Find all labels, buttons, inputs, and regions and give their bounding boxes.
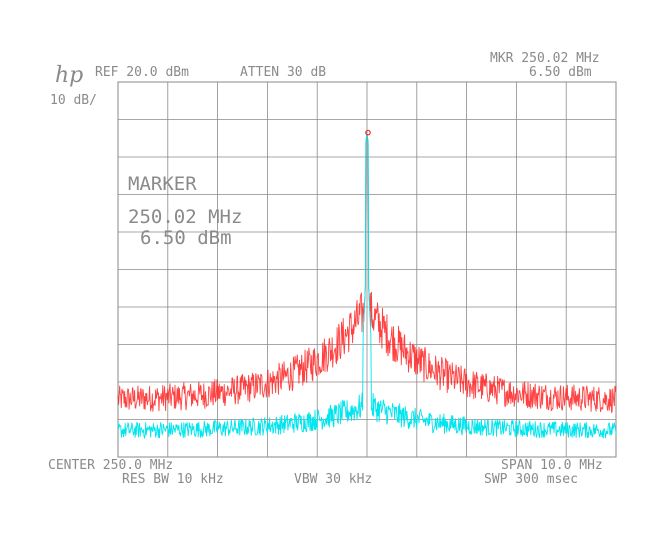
marker-readout-value: 6.50 dBm — [529, 65, 592, 80]
marker-frequency: 250.02 MHz — [128, 206, 242, 228]
span-label: SPAN 10.0 MHz — [501, 458, 603, 473]
marker-title: MARKER — [128, 173, 197, 195]
scale-label: 10 dB/ — [50, 93, 97, 108]
reference-level-label: REF 20.0 dBm — [95, 65, 189, 80]
center-frequency-label: CENTER 250.0 MHz — [48, 458, 173, 473]
marker-readout-label: MKR 250.02 MHz — [490, 51, 600, 66]
attenuation-label: ATTEN 30 dB — [240, 65, 326, 80]
resolution-bandwidth-label: RES BW 10 kHz — [122, 472, 224, 487]
marker-level: 6.50 dBm — [140, 227, 232, 249]
sweep-time-label: SWP 300 msec — [484, 472, 578, 487]
hp-logo: hp — [55, 63, 83, 88]
video-bandwidth-label: VBW 30 kHz — [294, 472, 372, 487]
trace-b-line — [117, 132, 617, 440]
marker-point — [365, 129, 371, 136]
